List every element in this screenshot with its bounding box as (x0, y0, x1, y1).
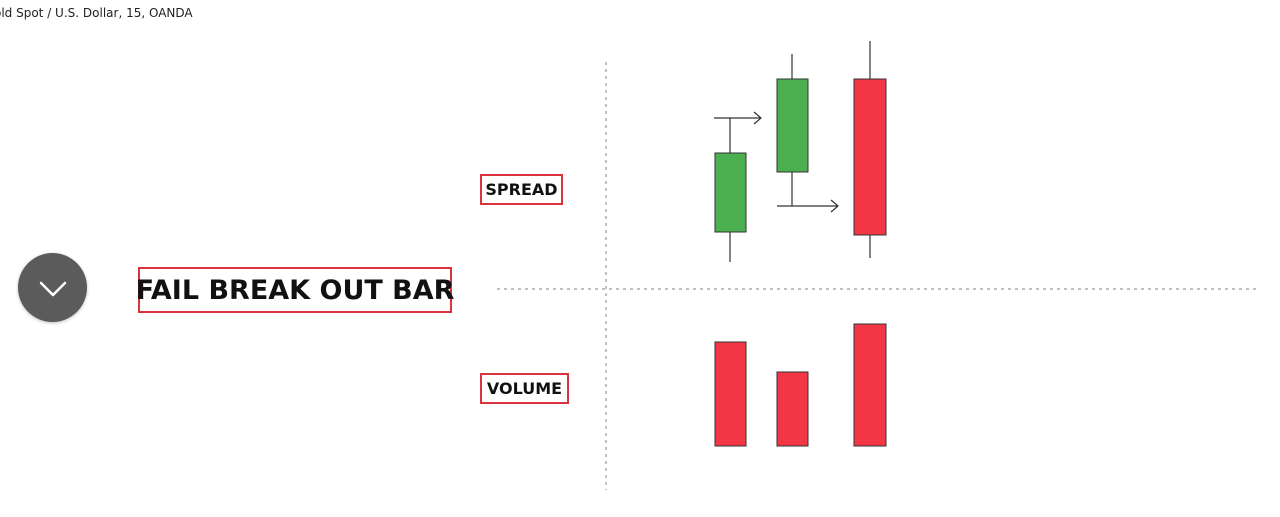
high-arrow (714, 111, 762, 125)
candle-3 (853, 41, 887, 258)
spread-label: SPREAD (480, 174, 563, 205)
candle-2 (776, 54, 809, 206)
volume-label: VOLUME (480, 373, 569, 404)
symbol-title: old Spot / U.S. Dollar, 15, OANDA (0, 6, 193, 20)
chevron-down-icon (39, 281, 67, 297)
pattern-title-label: FAIL BREAK OUT BAR (136, 267, 454, 313)
low-arrow (777, 199, 839, 213)
candle-1 (714, 118, 747, 262)
volume-bar-3 (853, 323, 887, 447)
collapse-toggle-button[interactable] (18, 253, 87, 322)
volume-bar-1 (714, 341, 747, 447)
volume-bar-2 (776, 371, 809, 447)
